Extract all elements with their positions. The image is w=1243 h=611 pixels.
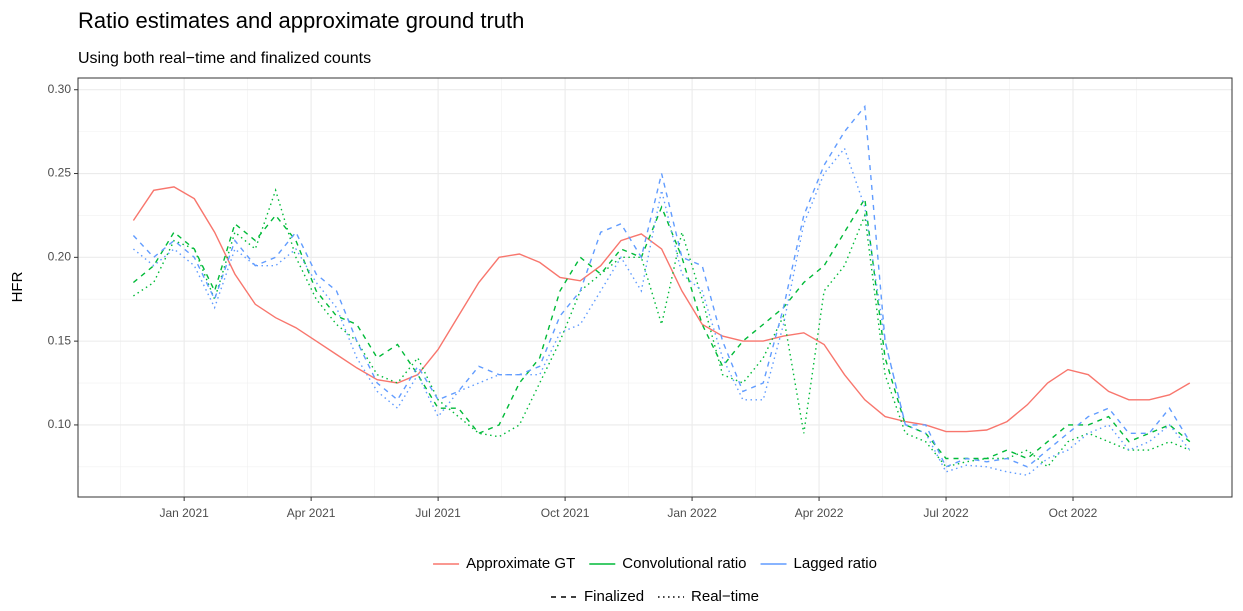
y-tick-label: 0.10 <box>48 417 72 431</box>
legend-label: Convolutional ratio <box>622 555 746 572</box>
x-tick-label: Oct 2022 <box>1049 506 1098 520</box>
legend-label: Real−time <box>691 588 759 605</box>
chart-subtitle: Using both real−time and finalized count… <box>78 50 371 67</box>
x-tick-label: Jul 2022 <box>923 506 969 520</box>
y-tick-label: 0.15 <box>48 333 72 347</box>
legend-label: Approximate GT <box>466 555 575 572</box>
chart-title: Ratio estimates and approximate ground t… <box>78 8 524 33</box>
x-tick-label: Apr 2021 <box>287 506 336 520</box>
plot-border <box>77 77 1233 498</box>
y-tick-label: 0.25 <box>48 166 72 180</box>
x-tick-label: Jul 2021 <box>415 506 461 520</box>
x-tick-label: Apr 2022 <box>795 506 844 520</box>
series-line <box>132 146 1191 476</box>
legend-label: Finalized <box>584 588 644 605</box>
series-line <box>132 104 1191 468</box>
y-tick-label: 0.20 <box>48 250 72 264</box>
series-line <box>132 196 1191 460</box>
legend: Approximate GT Convolutional ratio Lagged … <box>433 555 877 572</box>
x-tick-label: Jan 2021 <box>159 506 209 520</box>
x-tick-label: Jan 2022 <box>667 506 717 520</box>
y-tick-label: 0.30 <box>48 82 72 96</box>
legend: Finalized Real−time <box>551 588 759 605</box>
series-line <box>132 186 1191 433</box>
y-axis-label: HFR <box>9 271 26 302</box>
legend-label: Lagged ratio <box>794 555 877 572</box>
x-tick-label: Oct 2021 <box>541 506 590 520</box>
